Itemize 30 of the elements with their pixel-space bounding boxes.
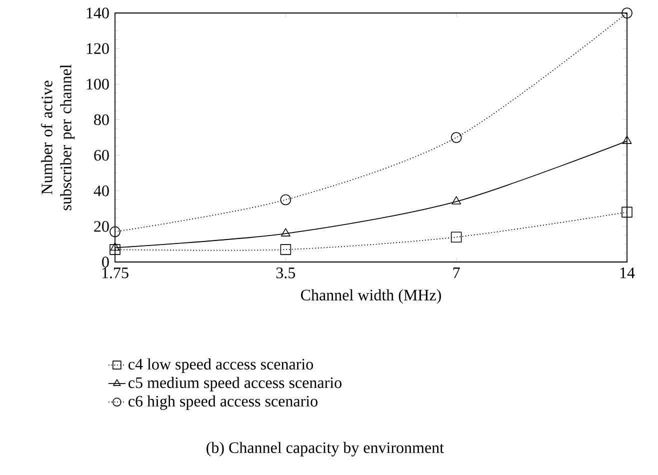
y-tick-label: 140	[86, 8, 109, 18]
point	[452, 196, 462, 204]
point	[110, 244, 120, 255]
y-tick-label: 40	[94, 185, 109, 196]
point	[450, 132, 462, 143]
x-tick-label: 3.5	[276, 268, 296, 278]
y-axis-title: Number of active subscriber per channel	[40, 64, 75, 210]
point	[110, 242, 120, 251]
point	[622, 136, 632, 144]
point	[622, 8, 632, 18]
point	[450, 232, 462, 242]
point	[280, 228, 290, 236]
point	[110, 226, 120, 238]
point	[280, 244, 292, 255]
y-tick-label: 80	[94, 114, 109, 126]
legend-label: c4 low speed access scenario	[128, 358, 314, 373]
text: (b) Channel capacity by environment	[206, 442, 444, 456]
y-tick-label: 60	[94, 150, 109, 161]
y-tick-label: 0	[102, 256, 109, 268]
x-tick-label: 1.75	[102, 268, 128, 278]
y-tick-label: 20	[94, 221, 109, 232]
x-tick-label: 7	[453, 268, 460, 278]
legend-label: c6 high speed access scenario	[128, 395, 318, 410]
x-axis-title: Channel width (MHz)	[301, 289, 441, 304]
point	[622, 206, 632, 218]
y-tick-label: 120	[86, 43, 109, 54]
legend-label: c5 medium speed access scenario	[128, 376, 342, 392]
point	[280, 194, 292, 206]
x-tick-label: 14	[620, 268, 635, 278]
y-tick-label: 100	[86, 78, 109, 90]
